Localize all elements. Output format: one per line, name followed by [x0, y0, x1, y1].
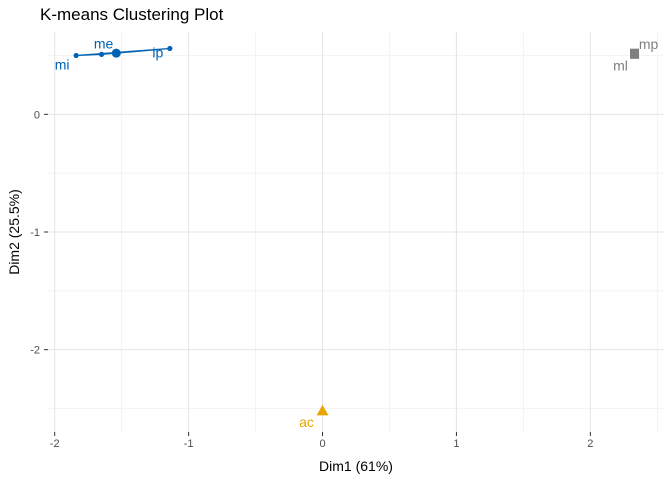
x-tick-label: -2: [50, 438, 60, 450]
chart-title: K-means Clustering Plot: [40, 5, 224, 24]
x-tick-label: -1: [184, 438, 194, 450]
point-label-mi: mi: [55, 57, 70, 73]
point-ip: [167, 45, 173, 52]
point-label-ip: ip: [152, 44, 163, 60]
y-axis-title: Dim2 (25.5%): [6, 189, 22, 275]
point-label-mp: mp: [639, 36, 659, 52]
point-label-ac: ac: [299, 414, 314, 430]
point-mi: [73, 52, 79, 59]
x-tick-label: 2: [587, 438, 593, 450]
y-tick-label: -1: [30, 227, 40, 239]
axis-ticks: -2 -1 0 1 2 -2 -1 0: [30, 109, 593, 450]
grid-major: [48, 32, 664, 432]
point-label-me: me: [94, 35, 114, 51]
x-tick-label: 1: [453, 438, 459, 450]
x-axis-title: Dim1 (61%): [319, 458, 393, 474]
point-me: [98, 51, 105, 57]
cluster-center-1: [111, 48, 121, 58]
y-tick-label: -2: [30, 345, 40, 357]
y-tick-label: 0: [34, 109, 40, 121]
x-tick-label: 0: [319, 438, 325, 450]
point-ac: [316, 404, 329, 416]
point-ml: [630, 49, 640, 59]
point-label-ml: ml: [613, 57, 628, 73]
